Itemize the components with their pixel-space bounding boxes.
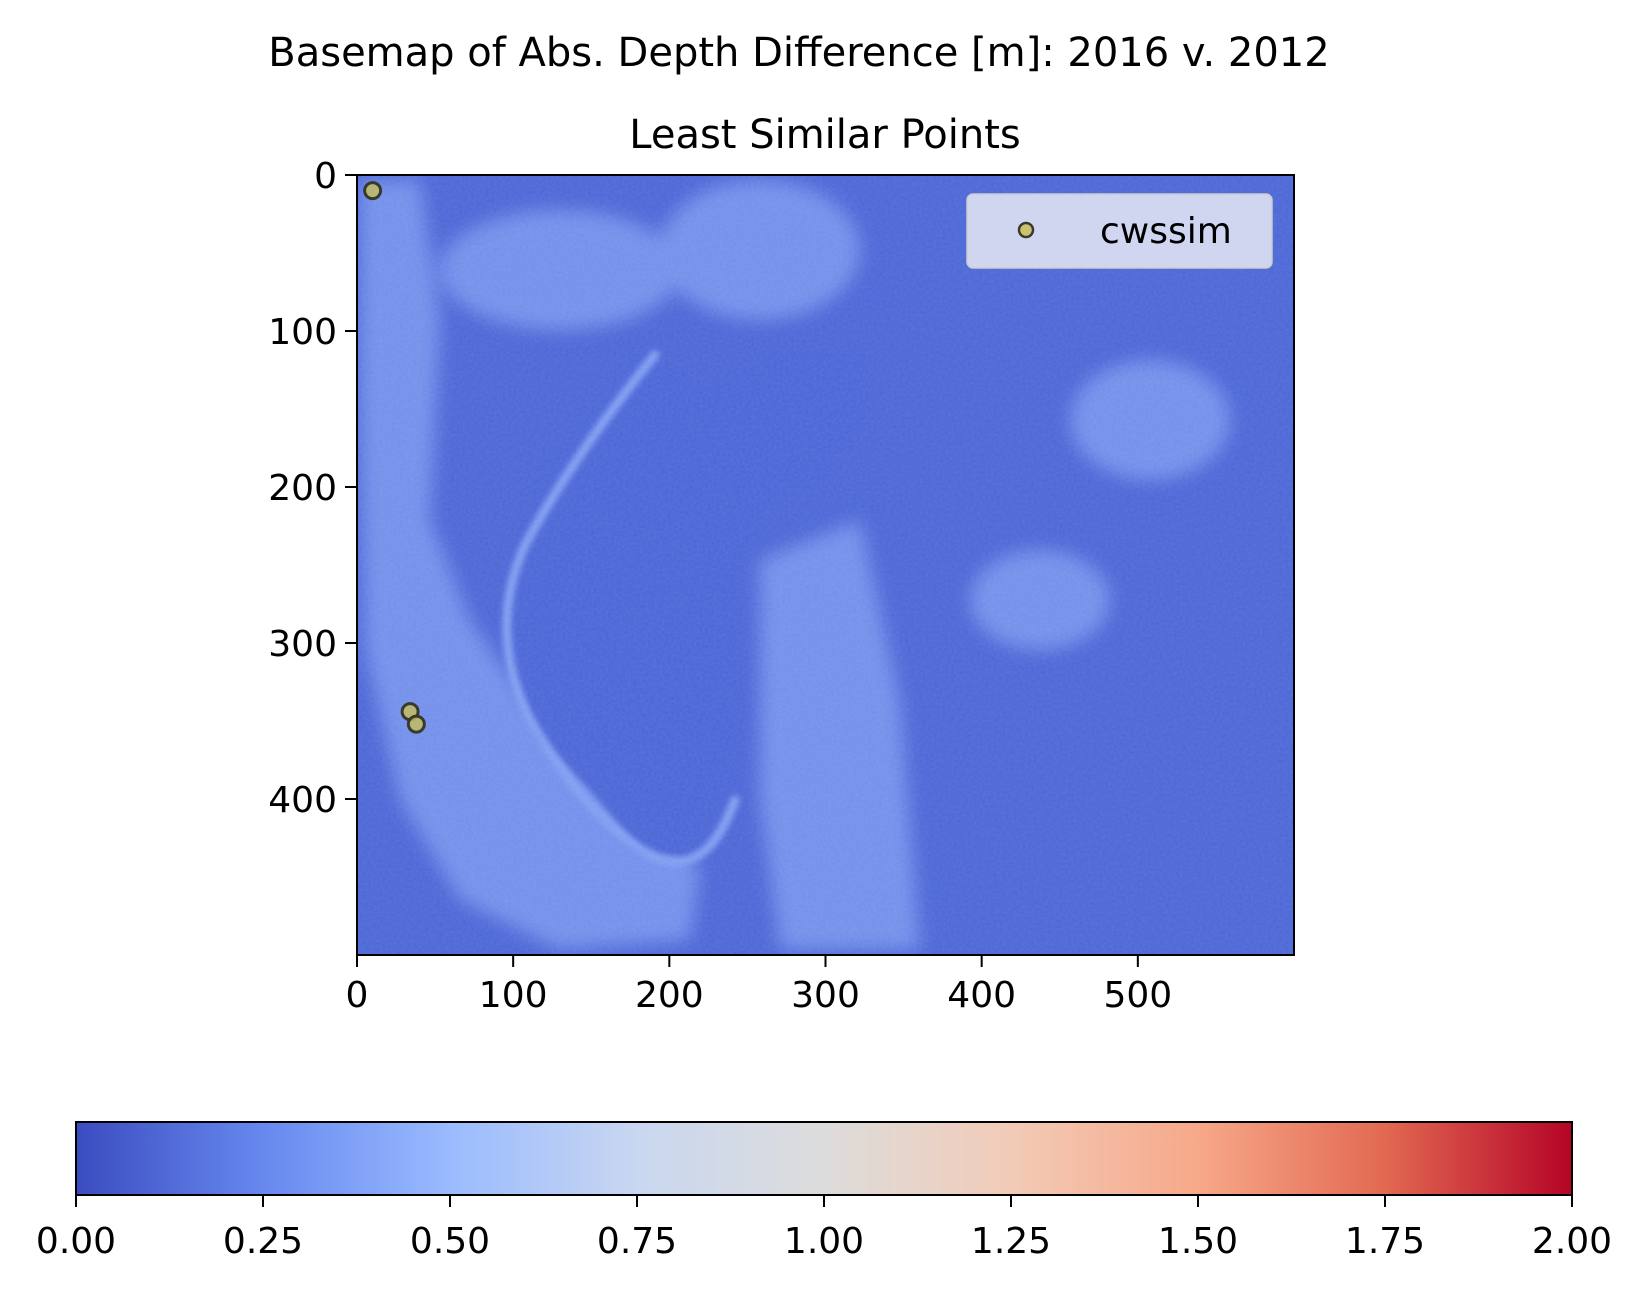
heatmap-image xyxy=(357,175,1294,955)
colorbar-tick-label: 1.75 xyxy=(1345,1221,1425,1262)
y-tick-label: 0 xyxy=(314,156,337,197)
cwssim-point xyxy=(406,714,426,734)
colorbar-bar xyxy=(75,1121,1573,1196)
chart-suptitle: Basemap of Abs. Depth Difference [m]: 20… xyxy=(268,30,1329,76)
legend: cwssim xyxy=(966,193,1273,269)
colorbar-tick-label: 0.50 xyxy=(410,1221,490,1262)
x-tick-label: 300 xyxy=(791,975,860,1016)
y-axis: 0 100 200 300 400 xyxy=(268,156,357,821)
colorbar-tick-label: 1.00 xyxy=(784,1221,864,1262)
colorbar-ticks: 0.00 0.25 0.50 0.75 1.00 1.25 1.50 1.75 2.00 xyxy=(36,1195,1612,1262)
legend-box xyxy=(966,193,1273,269)
cwssim-point xyxy=(363,181,383,201)
y-tick-label: 200 xyxy=(268,468,337,509)
colorbar-tick-label: 0.75 xyxy=(597,1221,677,1262)
x-tick-label: 0 xyxy=(346,975,369,1016)
x-tick-label: 500 xyxy=(1103,975,1172,1016)
x-axis: 0 100 200 300 400 500 xyxy=(346,955,1172,1016)
colorbar-tick-label: 0.00 xyxy=(36,1221,116,1262)
heatmap-grain xyxy=(357,175,1294,955)
x-tick-label: 200 xyxy=(635,975,704,1016)
colorbar: 0.00 0.25 0.50 0.75 1.00 1.25 1.50 1.75 2.00 xyxy=(36,1121,1612,1262)
x-tick-label: 100 xyxy=(479,975,548,1016)
legend-label-cwssim: cwssim xyxy=(1100,211,1232,252)
colorbar-tick-label: 1.50 xyxy=(1158,1221,1238,1262)
x-tick-label: 400 xyxy=(947,975,1016,1016)
colorbar-tick-label: 0.25 xyxy=(223,1221,303,1262)
colorbar-tick-label: 1.25 xyxy=(971,1221,1051,1262)
colorbar-tick-label: 2.00 xyxy=(1532,1221,1612,1262)
y-tick-label: 400 xyxy=(268,780,337,821)
legend-marker-cwssim xyxy=(1017,221,1035,239)
cwssim-points xyxy=(363,181,426,734)
chart-title: Least Similar Points xyxy=(629,112,1020,158)
y-tick-label: 100 xyxy=(268,312,337,353)
y-tick-label: 300 xyxy=(268,624,337,665)
